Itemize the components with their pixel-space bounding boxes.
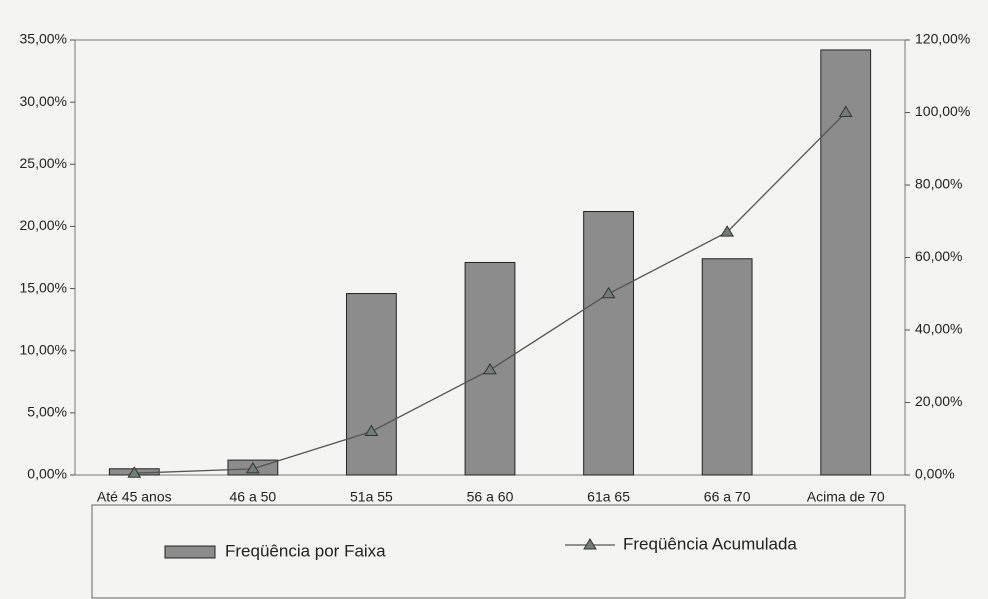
line-marker [245, 461, 260, 474]
y2-tick-label: 100,00% [915, 103, 970, 119]
y2-tick-label: 120,00% [915, 31, 970, 47]
y2-tick-label: 80,00% [915, 176, 962, 192]
y2-tick-label: 20,00% [915, 393, 962, 409]
line-marker [601, 286, 616, 299]
y-tick-label: 20,00% [20, 217, 67, 233]
line-marker [127, 466, 142, 478]
line-marker [838, 105, 853, 117]
y-tick-label: 30,00% [20, 93, 67, 109]
legend-marker [583, 538, 597, 550]
bar [346, 293, 397, 476]
y-tick-label: 15,00% [20, 279, 67, 295]
legend-label: Freqüência por Faixa [225, 541, 386, 560]
line-marker [483, 362, 497, 375]
legend-label: Freqüência Acumulada [623, 534, 797, 553]
x-tick-label: Até 45 anos [97, 489, 172, 505]
bar [820, 49, 872, 476]
x-tick-label: 46 a 50 [229, 489, 276, 505]
legend-swatch [164, 545, 216, 559]
bar [701, 258, 753, 476]
y2-tick-label: 60,00% [915, 248, 962, 264]
line-marker [364, 424, 379, 436]
y-tick-label: 5,00% [27, 404, 67, 420]
y-tick-label: 25,00% [20, 155, 67, 171]
x-tick-label: 56 a 60 [467, 489, 514, 505]
x-tick-label: 66 a 70 [704, 489, 751, 505]
x-tick-label: 51a 55 [350, 489, 393, 505]
bar [583, 211, 634, 476]
y-tick-label: 0,00% [27, 466, 67, 482]
y2-tick-label: 0,00% [915, 466, 955, 482]
x-tick-label: 61a 65 [587, 489, 630, 505]
y2-tick-label: 40,00% [915, 321, 962, 337]
y-tick-label: 10,00% [20, 341, 67, 357]
legend-box [91, 504, 906, 599]
x-tick-label: Acima de 70 [807, 489, 885, 505]
line-marker [720, 225, 735, 237]
y-tick-label: 35,00% [20, 31, 67, 47]
